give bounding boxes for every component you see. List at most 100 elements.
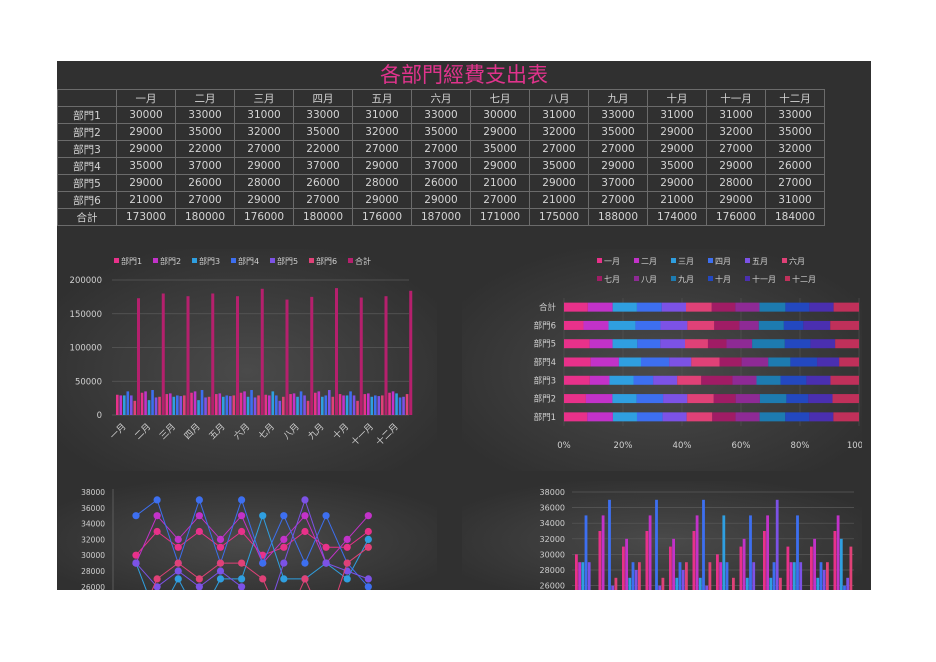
bar: [165, 394, 169, 415]
bar-segment: [835, 339, 859, 349]
bar: [268, 395, 271, 415]
bar-segment: [585, 394, 613, 404]
legend-label: 部門6: [316, 256, 337, 266]
bar: [398, 397, 402, 415]
value-cell: 32000: [706, 123, 766, 141]
data-point: [280, 535, 288, 543]
value-cell: 29000: [234, 191, 294, 209]
bar: [742, 538, 746, 590]
bar: [611, 585, 615, 590]
bar: [749, 515, 752, 590]
bar: [772, 562, 776, 590]
bar-segment: [759, 394, 787, 404]
data-point: [280, 559, 288, 567]
month-header-cell: 三月: [234, 89, 294, 107]
bar-segment: [806, 375, 831, 385]
bar: [810, 546, 813, 590]
value-cell: 27000: [529, 140, 589, 158]
data-point: [343, 575, 351, 583]
y-tick-label: 34000: [81, 520, 105, 529]
row-label-cell: 部門3: [57, 140, 117, 158]
clustered-column-chart: 部門1 部門2 部門3 部門4 部門5 部門6 合計 0 50000 100000 150000 20…: [57, 249, 437, 471]
value-cell: 31000: [706, 106, 766, 124]
series-line: [135, 498, 369, 590]
data-point: [238, 527, 246, 536]
bar-segment: [830, 375, 859, 385]
value-cell: 29000: [470, 123, 530, 141]
legend-label: 合計: [355, 256, 371, 266]
bar-segment: [780, 375, 807, 385]
bar-segment: [759, 412, 786, 422]
bar-segment: [803, 320, 831, 330]
value-cell: 29000: [352, 157, 412, 175]
bar: [692, 531, 696, 590]
month-header-cell: 九月: [588, 89, 648, 107]
data-point: [132, 551, 140, 559]
table-corner-cell: [57, 89, 117, 107]
month-header-cell: 二月: [175, 89, 235, 107]
bar: [190, 392, 193, 415]
y-tick-label: 部門2: [534, 394, 556, 405]
y-tick-label: 部門4: [534, 357, 556, 368]
bar-segment: [590, 357, 619, 367]
data-point: [216, 559, 225, 567]
data-point: [238, 559, 246, 567]
legend-label: 五月: [752, 257, 768, 266]
bar: [225, 395, 229, 415]
value-cell: 188000: [588, 208, 648, 226]
data-point: [301, 575, 309, 583]
month-header-cell: 四月: [293, 89, 353, 107]
value-cell: 32000: [234, 123, 294, 141]
bar-segment: [833, 412, 859, 422]
value-cell: 29000: [706, 157, 766, 175]
legend-label: 部門3: [199, 256, 220, 266]
bar: [229, 396, 232, 415]
bar: [669, 546, 672, 590]
bar: [179, 396, 183, 415]
value-cell: 29000: [706, 191, 766, 209]
bar: [786, 546, 790, 590]
chart-legend: 部門1 部門2 部門3 部門4 部門5 部門6 合計: [114, 256, 371, 266]
value-cell: 33000: [588, 106, 648, 124]
bar: [282, 396, 285, 415]
bar: [377, 396, 381, 415]
value-cell: 29000: [470, 157, 530, 175]
bar: [846, 577, 850, 590]
bar: [236, 296, 239, 415]
bar: [161, 293, 165, 415]
bar-segment: [564, 412, 588, 422]
expense-table: 一月 二月 三月 四月 五月 六月 七月 八月 九月 十月 十一月 十二月 部門1 30000 33000 3…: [57, 89, 825, 226]
table-row: 部門1 30000 33000 31000 33000 31000 33000 30000 31…: [57, 106, 825, 124]
bar-segment: [785, 302, 810, 312]
legend-label: 部門1: [121, 256, 142, 266]
y-tick-label: 38000: [540, 488, 565, 497]
value-cell: 31000: [352, 106, 412, 124]
bar-segment: [714, 320, 740, 330]
data-point: [301, 527, 309, 536]
bar-segment: [785, 412, 810, 422]
bar: [766, 515, 769, 590]
legend-label: 六月: [789, 256, 805, 266]
bar: [119, 395, 123, 415]
bar-segment: [662, 412, 687, 422]
y-tick-label: 30000: [540, 550, 565, 559]
legend-marker: [348, 258, 353, 263]
bar: [705, 585, 709, 590]
value-cell: 26000: [175, 174, 235, 192]
bar: [197, 400, 200, 415]
value-cell: 29000: [529, 174, 589, 192]
bar: [321, 396, 324, 415]
data-point: [301, 512, 309, 520]
data-point: [195, 527, 203, 536]
value-cell: 32000: [352, 123, 412, 141]
bar-segment: [711, 302, 736, 312]
row-label-cell: 合計: [57, 208, 117, 226]
series-line: [151, 546, 369, 590]
bar-segment: [636, 412, 663, 422]
bar: [260, 288, 264, 415]
data-point: [174, 575, 182, 583]
row-label-cell: 部門5: [57, 174, 117, 192]
bar: [317, 391, 321, 415]
month-header-cell: 五月: [352, 89, 412, 107]
bar: [739, 546, 743, 590]
